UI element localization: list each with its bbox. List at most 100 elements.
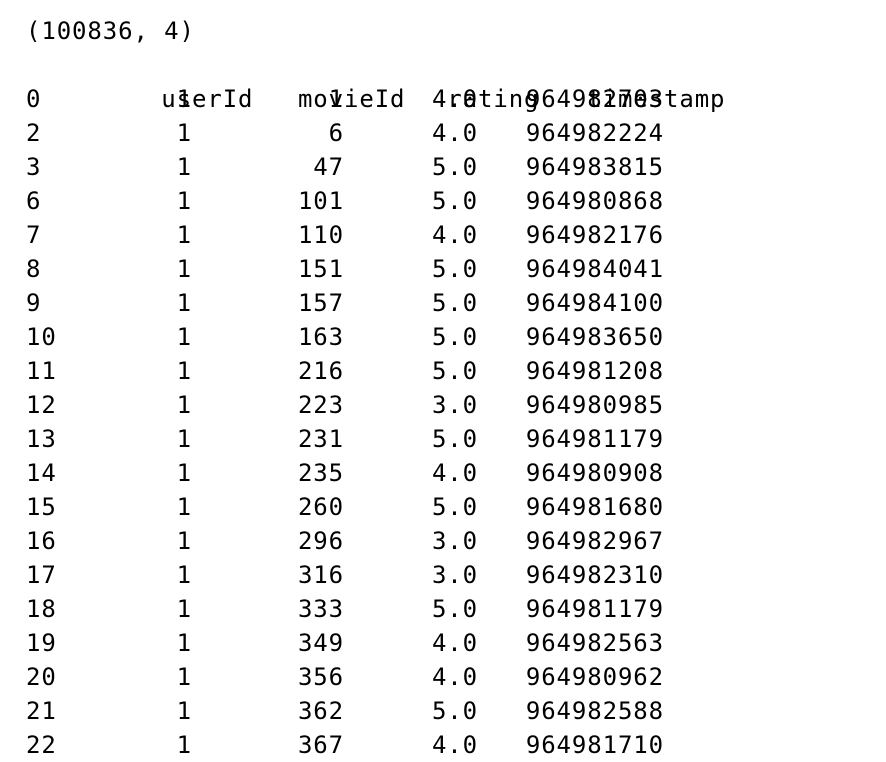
timestamp-cell: 964982563 [525, 629, 664, 657]
timestamp-cell: 964980985 [525, 391, 664, 419]
row-index: 0 [26, 85, 42, 113]
movieid-cell: 316 [297, 561, 344, 589]
rating-cell: 5.0 [431, 153, 478, 181]
userid-cell: 1 [176, 663, 192, 691]
userid-cell: 1 [176, 153, 192, 181]
table-row: 11 1 216 5.0 964981208 [26, 354, 725, 388]
table-row: 6 1 101 5.0 964980868 [26, 184, 725, 218]
timestamp-cell: 964980908 [525, 459, 664, 487]
rating-cell: 5.0 [431, 323, 478, 351]
row-index: 6 [26, 187, 42, 215]
rating-cell: 5.0 [431, 493, 478, 521]
row-index: 3 [26, 153, 42, 181]
column-header-rating: rating [447, 85, 540, 113]
row-index: 10 [26, 323, 57, 351]
userid-cell: 1 [176, 119, 192, 147]
timestamp-cell: 964981680 [525, 493, 664, 521]
timestamp-cell: 964981710 [525, 731, 664, 759]
rating-cell: 5.0 [431, 187, 478, 215]
row-index: 14 [26, 459, 57, 487]
rating-cell: 4.0 [431, 119, 478, 147]
movieid-cell: 6 [328, 119, 344, 147]
userid-cell: 1 [176, 629, 192, 657]
movieid-cell: 47 [313, 153, 344, 181]
row-index: 8 [26, 255, 42, 283]
userid-cell: 1 [176, 255, 192, 283]
rating-cell: 5.0 [431, 697, 478, 725]
rating-cell: 5.0 [431, 255, 478, 283]
dataframe-shape: (100836, 4) [26, 17, 195, 45]
table-row: 13 1 231 5.0 964981179 [26, 422, 725, 456]
rating-cell: 5.0 [431, 357, 478, 385]
movieid-cell: 223 [297, 391, 344, 419]
table-header-row: userId movieId rating timestamp [26, 48, 725, 113]
table-row: 9 1 157 5.0 964984100 [26, 286, 725, 320]
userid-cell: 1 [176, 357, 192, 385]
row-index: 19 [26, 629, 57, 657]
table-row: 16 1 296 3.0 964982967 [26, 524, 725, 558]
rating-cell: 3.0 [431, 391, 478, 419]
row-index: 15 [26, 493, 57, 521]
rating-cell: 5.0 [431, 289, 478, 317]
movieid-cell: 362 [297, 697, 344, 725]
table-row: 17 1 316 3.0 964982310 [26, 558, 725, 592]
row-index: 22 [26, 731, 57, 759]
table-row: 8 1 151 5.0 964984041 [26, 252, 725, 286]
movieid-cell: 110 [297, 221, 344, 249]
row-index: 7 [26, 221, 42, 249]
row-index: 13 [26, 425, 57, 453]
userid-cell: 1 [176, 187, 192, 215]
timestamp-cell: 964982176 [525, 221, 664, 249]
userid-cell: 1 [176, 595, 192, 623]
rating-cell: 4.0 [431, 221, 478, 249]
movieid-cell: 231 [297, 425, 344, 453]
cell-output: (100836, 4) userId movieId rating timestamp… [26, 14, 725, 762]
movieid-cell: 216 [297, 357, 344, 385]
userid-cell: 1 [176, 527, 192, 555]
movieid-cell: 367 [297, 731, 344, 759]
table-row: 22 1 367 4.0 964981710 [26, 728, 725, 762]
userid-cell: 1 [176, 697, 192, 725]
timestamp-cell: 964982703 [525, 85, 664, 113]
movieid-cell: 260 [297, 493, 344, 521]
timestamp-cell: 964981208 [525, 357, 664, 385]
timestamp-cell: 964982588 [525, 697, 664, 725]
timestamp-cell: 964984041 [525, 255, 664, 283]
table-row: 19 1 349 4.0 964982563 [26, 626, 725, 660]
column-header-movieid: movieId [297, 85, 406, 113]
userid-cell: 1 [176, 85, 192, 113]
rating-cell: 4.0 [431, 85, 478, 113]
userid-cell: 1 [176, 493, 192, 521]
movieid-cell: 356 [297, 663, 344, 691]
table-body: 0 1 1 4.0 964982703 2 1 6 4.0 964982224 3 1 47 5.0 964… [26, 82, 725, 762]
movieid-cell: 163 [297, 323, 344, 351]
table-row: 20 1 356 4.0 964980962 [26, 660, 725, 694]
timestamp-cell: 964982310 [525, 561, 664, 589]
table-row: 0 1 1 4.0 964982703 [26, 82, 725, 116]
table-row: 21 1 362 5.0 964982588 [26, 694, 725, 728]
rating-cell: 5.0 [431, 425, 478, 453]
userid-cell: 1 [176, 459, 192, 487]
table-row: 7 1 110 4.0 964982176 [26, 218, 725, 252]
movieid-cell: 151 [297, 255, 344, 283]
row-index: 16 [26, 527, 57, 555]
userid-cell: 1 [176, 323, 192, 351]
movieid-cell: 296 [297, 527, 344, 555]
timestamp-cell: 964982967 [525, 527, 664, 555]
movieid-cell: 157 [297, 289, 344, 317]
rating-cell: 4.0 [431, 663, 478, 691]
table-row: 10 1 163 5.0 964983650 [26, 320, 725, 354]
table-row: 18 1 333 5.0 964981179 [26, 592, 725, 626]
timestamp-cell: 964980868 [525, 187, 664, 215]
table-row: 15 1 260 5.0 964981680 [26, 490, 725, 524]
timestamp-cell: 964983815 [525, 153, 664, 181]
row-index: 17 [26, 561, 57, 589]
timestamp-cell: 964984100 [525, 289, 664, 317]
row-index: 2 [26, 119, 42, 147]
table-row: 2 1 6 4.0 964982224 [26, 116, 725, 150]
rating-cell: 5.0 [431, 595, 478, 623]
row-index: 12 [26, 391, 57, 419]
row-index: 20 [26, 663, 57, 691]
row-index: 18 [26, 595, 57, 623]
timestamp-cell: 964983650 [525, 323, 664, 351]
